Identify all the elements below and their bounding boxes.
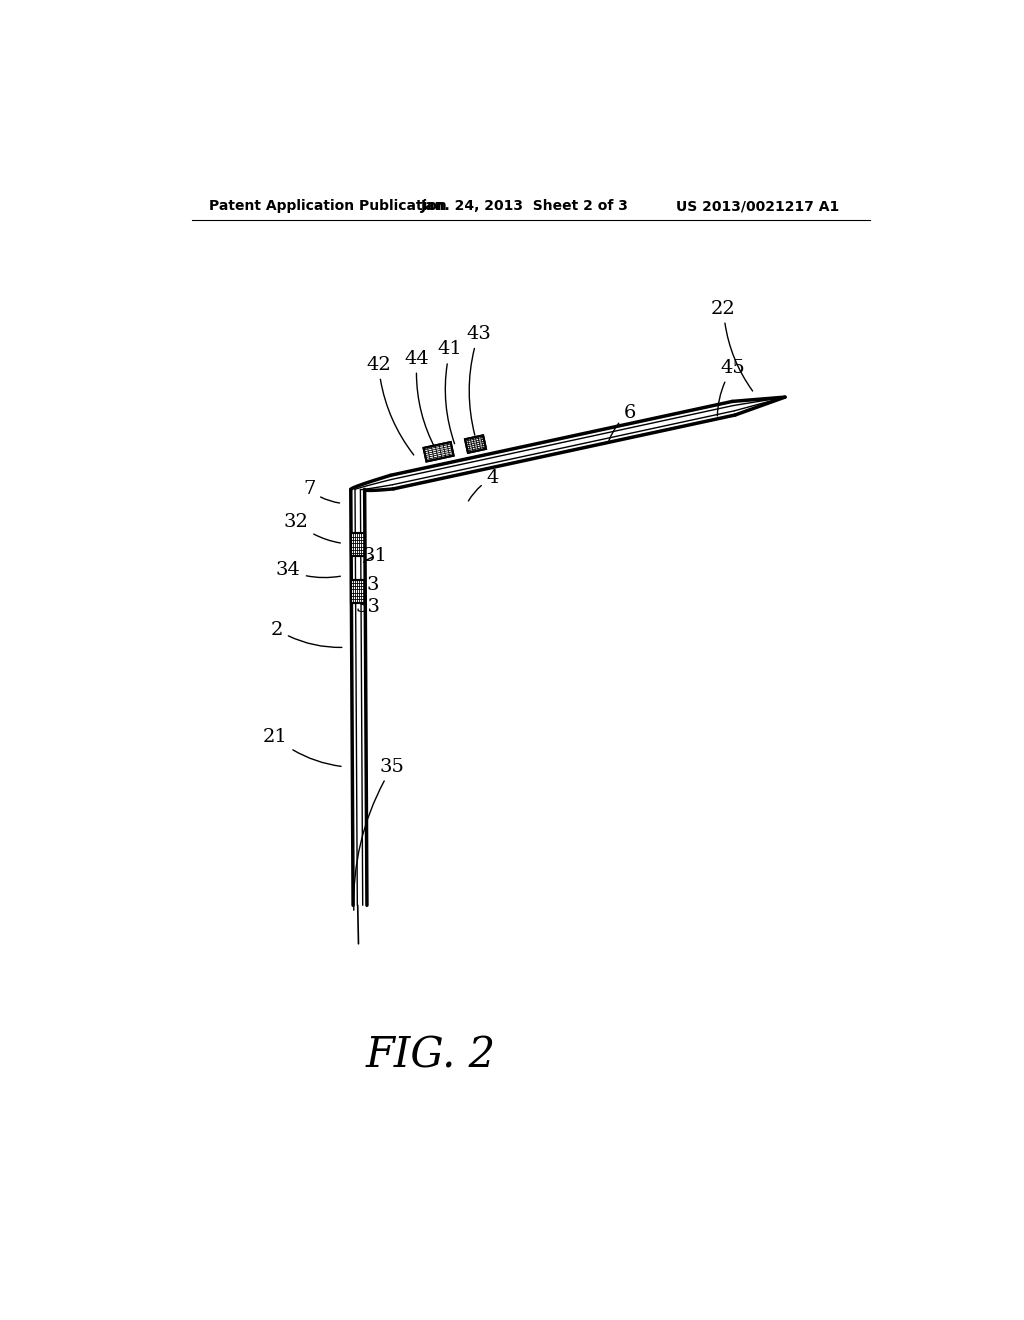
Bar: [351, 579, 365, 603]
Text: 43: 43: [466, 325, 492, 436]
Text: 32: 32: [284, 513, 340, 543]
Text: US 2013/0021217 A1: US 2013/0021217 A1: [676, 199, 839, 213]
Text: 33: 33: [355, 598, 380, 615]
Polygon shape: [424, 442, 454, 462]
Text: 35: 35: [353, 758, 404, 911]
Text: Jan. 24, 2013  Sheet 2 of 3: Jan. 24, 2013 Sheet 2 of 3: [421, 199, 629, 213]
Text: 7: 7: [303, 480, 340, 503]
Bar: [351, 533, 365, 557]
Text: 3: 3: [361, 576, 379, 594]
Text: 44: 44: [404, 350, 435, 449]
Text: 34: 34: [276, 561, 340, 579]
Text: 41: 41: [437, 341, 463, 444]
Text: 21: 21: [263, 729, 341, 767]
Text: FIG. 2: FIG. 2: [366, 1035, 496, 1076]
Text: 2: 2: [270, 620, 342, 647]
Text: 45: 45: [718, 359, 745, 416]
Bar: [351, 579, 365, 603]
Text: 42: 42: [367, 356, 414, 455]
Text: 31: 31: [362, 548, 388, 565]
Text: 4: 4: [468, 469, 499, 502]
Text: Patent Application Publication: Patent Application Publication: [209, 199, 446, 213]
Bar: [351, 533, 365, 557]
Polygon shape: [465, 436, 486, 453]
Text: 6: 6: [609, 404, 636, 441]
Text: 22: 22: [711, 300, 753, 391]
